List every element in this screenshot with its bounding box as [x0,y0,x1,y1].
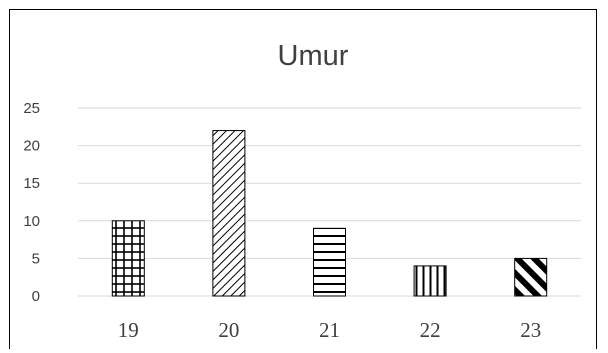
x-tick-label: 21 [319,318,340,342]
y-tick-label: 25 [23,100,40,117]
x-tick-label: 22 [420,318,441,342]
bar-19 [111,220,145,297]
y-tick-label: 5 [32,250,40,267]
y-tick-label: 0 [32,288,40,305]
bar-22 [413,265,447,297]
chart-title: Umur [278,40,349,72]
y-tick-label: 10 [23,213,40,230]
x-tick-label: 23 [520,318,541,342]
chart-frame [9,9,597,349]
bar-21 [313,227,346,297]
x-tick-label: 19 [118,318,139,342]
y-tick-label: 15 [23,175,40,192]
bar-23 [514,257,548,297]
bar-20 [212,130,246,297]
bars [111,130,548,297]
x-tick-label: 20 [218,318,239,342]
y-tick-label: 20 [23,138,40,155]
y-axis-ticks: 0 5 10 15 20 25 [23,100,40,305]
x-axis-ticks: 19 20 21 22 23 [118,318,541,342]
